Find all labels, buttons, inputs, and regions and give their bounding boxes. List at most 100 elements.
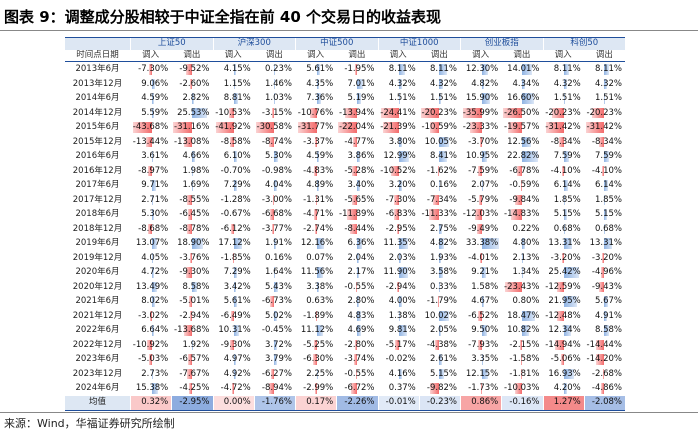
value-text: 8.81%	[223, 93, 251, 103]
data-bar	[356, 252, 359, 263]
value-text: 4.80%	[512, 238, 540, 248]
value-cell: -2.94%	[377, 279, 419, 294]
value-text: 5.30%	[141, 209, 169, 219]
data-bar	[272, 107, 275, 118]
data-bar	[191, 165, 194, 176]
data-bar	[356, 267, 359, 278]
data-bar	[595, 354, 605, 365]
value-text: 6.14%	[553, 180, 581, 190]
data-bar	[274, 310, 278, 321]
data-bar	[188, 209, 192, 220]
value-text: 12.56%	[507, 136, 540, 147]
average-text: 0.00%	[223, 397, 251, 408]
data-bar	[229, 107, 235, 118]
value-text: 0.33%	[429, 281, 457, 292]
value-text: -4.72%	[220, 383, 251, 393]
data-bar	[270, 296, 275, 307]
value-text: -3.15%	[261, 107, 292, 118]
value-text: 9.06%	[141, 78, 169, 89]
value-cell: 10.95%	[460, 149, 501, 164]
value-text: -5.79%	[468, 194, 499, 205]
average-cell: 1.27%	[542, 395, 584, 410]
value-cell: -31.42%	[584, 120, 625, 135]
value-cell: -13.44%	[130, 134, 171, 149]
data-bar	[187, 368, 192, 379]
value-cell: -31.42%	[542, 120, 584, 135]
data-bar	[478, 194, 482, 205]
value-cell: 16.60%	[501, 91, 542, 106]
data-bar	[356, 151, 361, 162]
value-text: -3.20%	[591, 252, 622, 263]
data-bar	[186, 194, 192, 205]
value-cell: -2.60%	[171, 77, 212, 92]
value-text: 3.61%	[141, 151, 169, 161]
value-text: -11.89%	[339, 209, 375, 219]
average-cell: -0.16%	[501, 395, 543, 410]
data-bar	[481, 354, 484, 365]
data-bar	[481, 281, 483, 292]
value-cell: -31.77%	[295, 120, 336, 135]
value-text: -3.00%	[261, 194, 292, 205]
value-cell: -10.59%	[419, 120, 460, 135]
data-bar	[604, 93, 606, 104]
date-cell: 2016年6月	[75, 151, 120, 161]
value-text: 5.59%	[141, 107, 169, 118]
value-cell: 11.56%	[295, 265, 336, 280]
value-cell: -1.89%	[295, 308, 336, 323]
value-cell: -0.55%	[336, 280, 377, 295]
value-text: 8.11%	[429, 64, 457, 74]
value-cell: -8.44%	[336, 222, 377, 237]
value-cell: 3.72%	[254, 338, 295, 353]
value-cell: 7.29%	[212, 178, 254, 193]
value-text: 12.99%	[383, 151, 416, 161]
value-cell: -6.52%	[460, 308, 501, 323]
value-text: 3.79%	[264, 354, 292, 364]
value-text: 4.89%	[306, 180, 334, 190]
value-cell: 5.61%	[212, 294, 254, 309]
value-text: 9.71%	[141, 180, 169, 190]
value-cell: 4.92%	[212, 366, 254, 381]
value-text: 0.23%	[264, 64, 292, 74]
value-text: 0.63%	[306, 296, 334, 306]
data-bar	[399, 151, 410, 162]
data-bar	[604, 151, 609, 162]
column-header: 调入	[542, 50, 584, 62]
data-bar	[437, 296, 440, 307]
value-text: 1.51%	[594, 93, 622, 103]
data-bar	[298, 122, 317, 133]
value-text: 2.80%	[347, 296, 375, 306]
data-bar	[151, 296, 156, 307]
value-text: -3.74%	[344, 354, 375, 364]
value-cell: -35.99%	[460, 105, 501, 120]
average-cell: -0.23%	[418, 395, 460, 410]
value-cell: -10.76%	[295, 105, 336, 120]
value-text: 4.35%	[306, 78, 334, 89]
value-text: 3.20%	[388, 180, 416, 190]
value-text: -1.81%	[509, 368, 540, 379]
value-cell: 4.05%	[130, 250, 171, 265]
value-cell: 2.05%	[419, 323, 460, 338]
value-cell: 4.16%	[377, 366, 419, 381]
value-cell: -5.79%	[460, 192, 501, 207]
data-bar	[229, 339, 235, 350]
value-cell: 6.14%	[542, 178, 584, 193]
value-cell: 5.15%	[419, 367, 460, 382]
data-bar	[399, 93, 401, 104]
value-cell: 4.89%	[295, 178, 336, 193]
value-text: 6.10%	[223, 151, 251, 161]
date-cell: 2021年6月	[75, 296, 120, 306]
value-cell: -22.04%	[336, 120, 377, 135]
value-cell: 11.90%	[377, 265, 419, 280]
data-bar	[151, 151, 154, 162]
value-cell: 8.58%	[171, 280, 212, 295]
average-cell: -2.08%	[583, 395, 625, 410]
data-bar	[520, 368, 522, 379]
data-bar	[191, 238, 204, 249]
value-text: -5.01%	[179, 296, 210, 306]
value-cell: -2.94%	[171, 309, 212, 324]
value-cell: -14.94%	[542, 337, 584, 352]
value-text: -4.77%	[344, 136, 375, 147]
value-text: 1.85%	[553, 194, 581, 205]
data-bar	[391, 165, 400, 176]
group-header: 沪深300	[212, 37, 295, 50]
